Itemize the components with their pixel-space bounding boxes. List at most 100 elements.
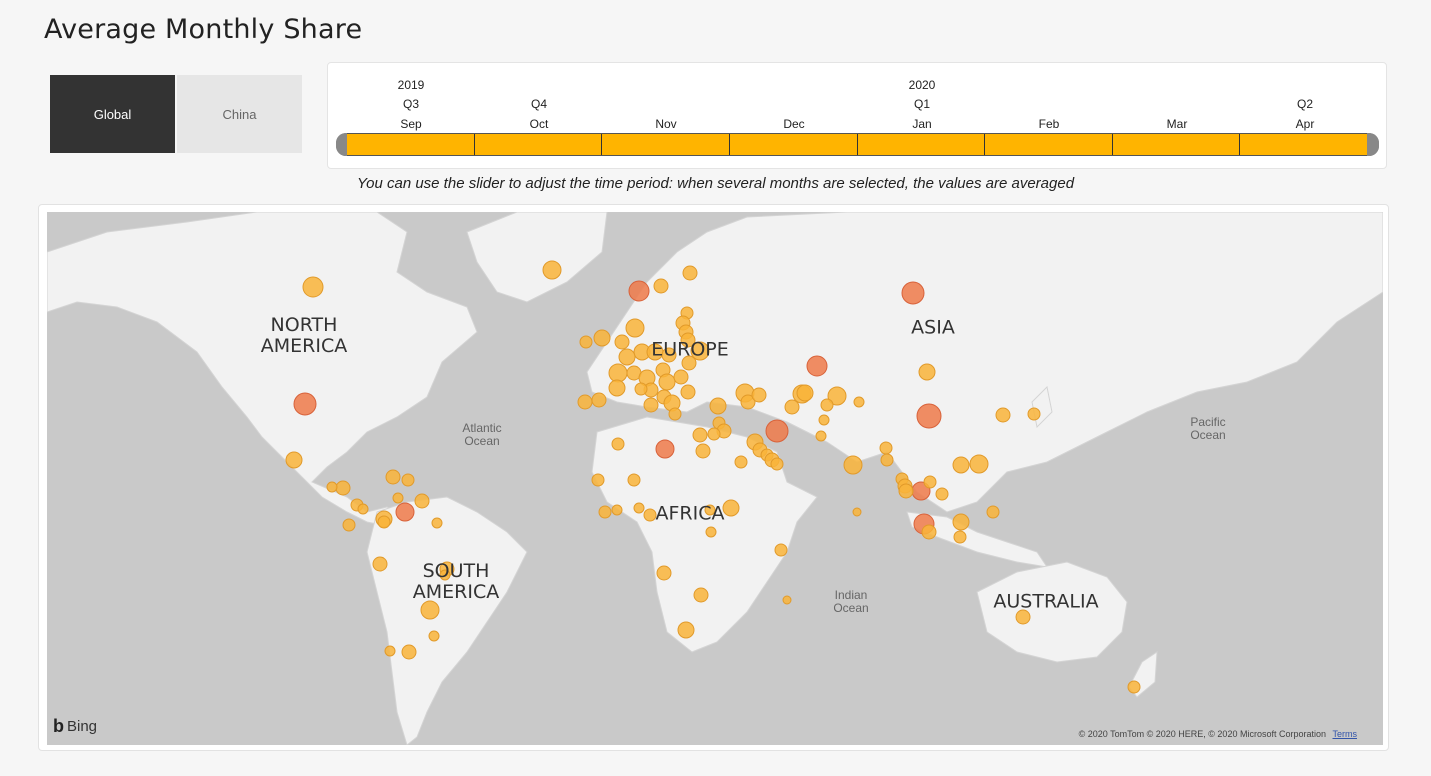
map-bubble[interactable] [655,439,675,459]
map-bubble[interactable] [880,453,894,467]
map-bubble[interactable] [1127,680,1141,694]
map-bubble[interactable] [952,456,970,474]
map-bubble[interactable] [357,503,369,515]
map-bubble[interactable] [796,384,814,402]
china-toggle-button[interactable]: China [177,75,302,153]
time-slider-track[interactable] [336,133,1379,156]
slider-month-segment[interactable] [347,134,475,155]
map-bubble[interactable] [653,278,669,294]
slider-month-segment[interactable] [985,134,1113,155]
slider-month-segment[interactable] [730,134,858,155]
map-bubble[interactable] [879,441,893,455]
map-bubble[interactable] [661,347,677,363]
map-bubble[interactable] [898,483,914,499]
slider-start-handle[interactable] [336,133,347,156]
map-bubble[interactable] [853,396,865,408]
map-bubble[interactable] [673,369,689,385]
map-bubble[interactable] [335,480,351,496]
map-bubble[interactable] [625,318,645,338]
map-bubble[interactable] [969,454,989,474]
slider-month-segment[interactable] [1240,134,1367,155]
map-bubble[interactable] [656,565,672,581]
map-bubble[interactable] [392,492,404,504]
map-bubble[interactable] [740,394,756,410]
map-bubble[interactable] [428,630,440,642]
slider-month-segment[interactable] [475,134,603,155]
map-bubble[interactable] [577,394,593,410]
map-bubble[interactable] [734,455,748,469]
map-bubble[interactable] [818,414,830,426]
map-bubble[interactable] [614,334,630,350]
slider-month-segment[interactable] [602,134,730,155]
map-bubble[interactable] [628,280,650,302]
map-bubble[interactable] [395,502,415,522]
map-bubble[interactable] [401,473,415,487]
map-bubble[interactable] [722,499,740,517]
map-bubble[interactable] [431,517,443,529]
map-bubble[interactable] [542,260,562,280]
map-bubble[interactable] [608,363,628,383]
map-bubble[interactable] [707,427,721,441]
map-bubble[interactable] [401,644,417,660]
map-bubble[interactable] [591,473,605,487]
map-bubble[interactable] [285,451,303,469]
map-bubble[interactable] [1027,407,1041,421]
map-bubble[interactable] [986,505,1000,519]
map-bubble[interactable] [385,469,401,485]
map-bubble[interactable] [377,515,391,529]
map-bubble[interactable] [751,387,767,403]
map-bubble[interactable] [916,403,942,429]
map-bubble[interactable] [591,392,607,408]
slider-month-segment[interactable] [1113,134,1241,155]
map-bubble[interactable] [1015,609,1031,625]
map-bubble[interactable] [843,455,863,475]
map-bubble[interactable] [302,276,324,298]
map-bubble[interactable] [643,397,659,413]
map-bubble[interactable] [643,508,657,522]
slider-month-segment[interactable] [858,134,986,155]
map-bubble[interactable] [342,518,356,532]
map-bubble[interactable] [815,430,827,442]
map-bubble[interactable] [593,329,611,347]
map-bubble[interactable] [611,437,625,451]
map-bubble[interactable] [709,397,727,415]
map-bubble[interactable] [682,265,698,281]
map-bubble[interactable] [784,399,800,415]
map-bubble[interactable] [372,556,388,572]
map-bubble[interactable] [995,407,1011,423]
map-bubble[interactable] [705,526,717,538]
map-bubble[interactable] [658,373,676,391]
map-bubble[interactable] [690,341,710,361]
map-bubble[interactable] [680,384,696,400]
map-bubble[interactable] [806,355,828,377]
map-bubble[interactable] [414,493,430,509]
slider-end-handle[interactable] [1368,133,1379,156]
map-canvas[interactable] [47,212,1383,745]
map-bubble[interactable] [935,487,949,501]
map-bubble[interactable] [852,507,862,517]
map-bubble[interactable] [921,524,937,540]
map-bubble[interactable] [326,481,338,493]
map-bubble[interactable] [634,382,648,396]
map-bubble[interactable] [692,427,708,443]
terms-link[interactable]: Terms [1332,729,1358,739]
map-bubble[interactable] [293,392,317,416]
map-bubble[interactable] [677,621,695,639]
map-bubble[interactable] [579,335,593,349]
map-bubble[interactable] [695,443,711,459]
map-bubble[interactable] [384,645,396,657]
map-bubble[interactable] [770,457,784,471]
map-bubble[interactable] [420,600,440,620]
map-bubble[interactable] [901,281,925,305]
map-bubble[interactable] [627,473,641,487]
map-bubble[interactable] [611,504,623,516]
map-bubble[interactable] [681,355,697,371]
map-bubble[interactable] [820,398,834,412]
map-bubble[interactable] [923,475,937,489]
map-bubble[interactable] [608,379,626,397]
map-bubble[interactable] [618,348,636,366]
map-bubble[interactable] [598,505,612,519]
global-toggle-button[interactable]: Global [50,75,175,153]
map-bubble[interactable] [774,543,788,557]
world-map[interactable]: NORTH AMERICA EUROPE ASIA SOUTH AMERICA … [47,212,1383,745]
